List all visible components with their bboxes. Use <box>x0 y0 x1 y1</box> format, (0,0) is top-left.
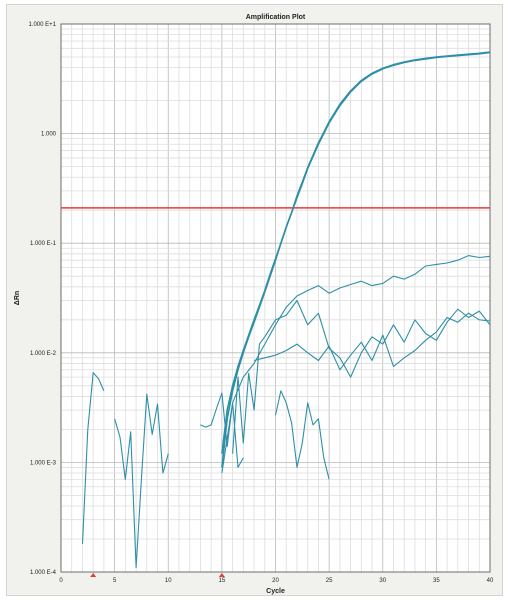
amplification-curve-2 <box>221 51 491 454</box>
baseline-marker <box>218 573 225 577</box>
y-axis-label: ΔRn <box>14 291 21 305</box>
amplification-curve-9 <box>274 390 330 480</box>
amplification-curve-4 <box>232 299 491 454</box>
x-tick-label: 5 <box>113 578 117 584</box>
y-tick-label: 1.000 E-3 <box>30 460 57 466</box>
y-tick-label: 1.000 E-2 <box>30 351 57 357</box>
baseline-marker <box>90 573 97 577</box>
chart-title: Amplification Plot <box>246 14 306 21</box>
x-tick-label: 20 <box>272 578 279 584</box>
plot-border <box>60 23 491 573</box>
amplification-curve-3 <box>221 255 491 474</box>
y-tick-label: 1.000 E-4 <box>30 570 57 576</box>
amplification-curve-5 <box>253 312 491 371</box>
y-tick-label: 1.000 E-1 <box>30 241 57 247</box>
x-tick-label: 40 <box>487 578 494 584</box>
x-tick-label: 25 <box>326 578 333 584</box>
x-tick-label: 15 <box>219 578 226 584</box>
x-axis-label: Cycle <box>266 588 285 595</box>
y-tick-label: 1.000 <box>41 132 57 138</box>
amplification-curve-6 <box>81 372 105 545</box>
x-tick-label: 10 <box>165 578 172 584</box>
x-tick-label: 0 <box>59 578 63 584</box>
y-tick-label: 1.000 E+1 <box>28 22 56 28</box>
x-tick-label: 30 <box>379 578 386 584</box>
amplification-curve-8 <box>200 392 244 468</box>
amplification-curve-7 <box>114 393 169 569</box>
x-tick-label: 35 <box>433 578 440 584</box>
